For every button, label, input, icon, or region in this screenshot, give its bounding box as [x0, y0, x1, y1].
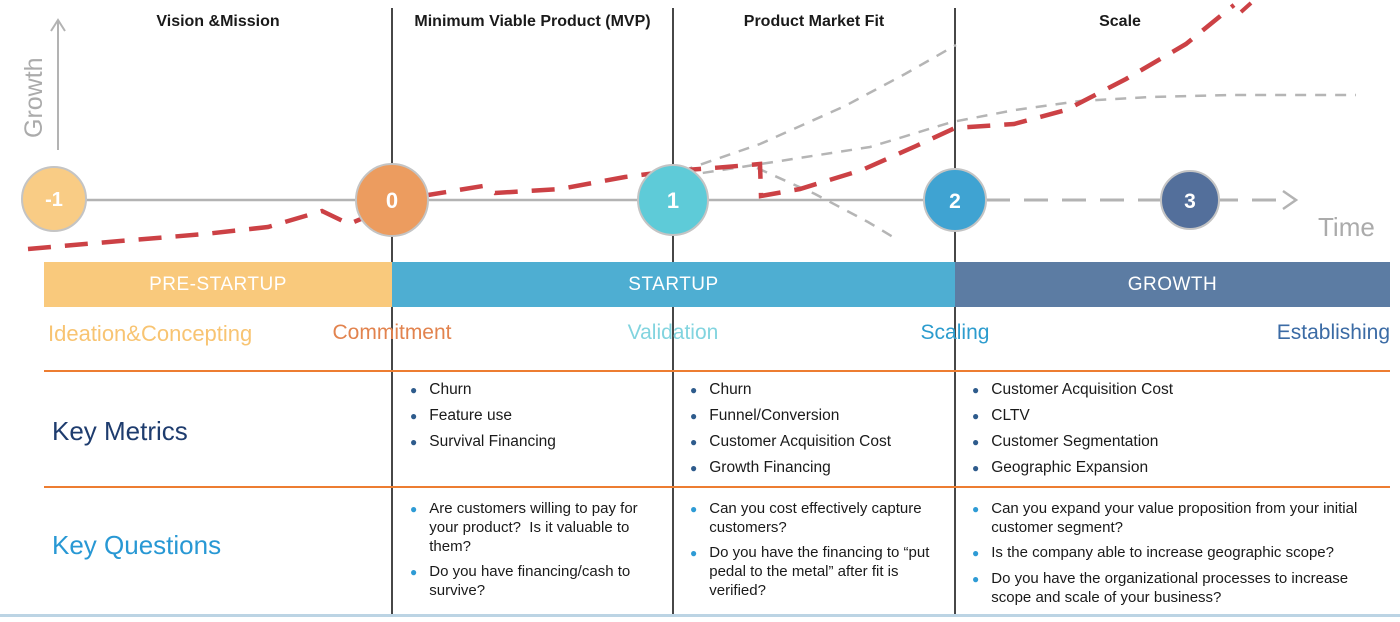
list-item: ● Growth Financing — [690, 455, 948, 481]
bullet-icon: ● — [410, 409, 418, 423]
questions-list-scale: ● Can you expand your value proposition f… — [972, 499, 1372, 613]
scenario-line-steep — [681, 43, 957, 173]
time-axis-arrow-icon — [1282, 189, 1299, 211]
milestone-0: 0 — [355, 163, 429, 237]
milestone-number: 0 — [386, 188, 398, 213]
growth-trajectory-tip — [1239, 1, 1253, 14]
list-item: ● Funnel/Conversion — [690, 403, 948, 429]
bullet-icon: ● — [410, 435, 418, 449]
phase-label-ideation: Ideation&Concepting — [48, 321, 253, 346]
list-item: ● Are customers willing to pay for your p… — [410, 500, 638, 555]
milestone-1: 1 — [637, 164, 709, 236]
list-item: ● Survival Financing — [410, 429, 660, 455]
section-divider-scale — [954, 8, 956, 614]
milestone-circle — [637, 164, 709, 236]
phase-label-establishing: Establishing — [1276, 321, 1390, 344]
stage-title-vision: Vision &Mission — [156, 13, 280, 30]
scenario-line-decline — [756, 166, 894, 239]
phase-label-validation: Validation — [627, 321, 719, 344]
list-item: ● Feature use — [410, 403, 660, 429]
milestone-minus1: -1 — [21, 166, 87, 232]
list-item: ● CLTV — [972, 403, 1382, 429]
list-item: ● Geographic Expansion — [972, 455, 1382, 481]
band-growth: GROWTH — [955, 262, 1390, 307]
milestone-circle — [1160, 170, 1220, 230]
list-item: ● Churn — [410, 377, 660, 403]
band-pre-startup: PRE-STARTUP — [44, 262, 392, 307]
bullet-icon: ● — [972, 502, 980, 516]
band-startup: STARTUP — [392, 262, 955, 307]
bullet-icon: ● — [690, 461, 698, 475]
bullet-icon: ● — [972, 409, 980, 423]
list-item: ● Do you have the financing to “put pedal… — [690, 544, 930, 599]
milestone-circle — [355, 163, 429, 237]
metrics-list-pmf: ● Churn ● Funnel/Conversion ● Customer Acqu… — [690, 377, 948, 481]
metrics-list-mvp: ● Churn ● Feature use ● Survival Financing — [410, 377, 660, 455]
bullet-icon: ● — [972, 546, 980, 560]
milestone-number: -1 — [45, 189, 63, 211]
bullet-icon: ● — [410, 565, 418, 579]
bullet-icon: ● — [690, 546, 698, 560]
stage-title-mvp: Minimum Viable Product (MVP) — [414, 13, 651, 30]
bullet-icon: ● — [690, 435, 698, 449]
milestone-number: 2 — [949, 190, 961, 213]
questions-list-mvp: ● Are customers willing to pay for your p… — [410, 499, 658, 606]
list-item: ● Churn — [690, 377, 948, 403]
list-item: ● Customer Acquisition Cost — [972, 377, 1382, 403]
growth-chart: Growth Time -1 0 1 2 3 — [20, 1, 1375, 252]
milestone-number: 3 — [1184, 190, 1196, 213]
list-item: ● Can you cost effectively capture custom… — [690, 500, 922, 536]
list-item: ● Can you expand your value proposition f… — [972, 500, 1358, 536]
bullet-icon: ● — [690, 383, 698, 397]
bullet-icon: ● — [690, 502, 698, 516]
metrics-top-rule — [44, 370, 1390, 372]
bullet-icon: ● — [972, 572, 980, 586]
scenario-line-plateau — [682, 93, 1356, 178]
list-item: ● Is the company able to increase geograp… — [972, 544, 1334, 561]
phase-label-commitment: Commitment — [332, 321, 452, 344]
list-item: ● Do you have financing/cash to survive? — [410, 563, 631, 599]
growth-axis-label: Growth — [20, 57, 48, 138]
stage-title-pmf: Product Market Fit — [743, 13, 885, 30]
stage-title-scale: Scale — [1099, 13, 1141, 30]
key-metrics-label: Key Metrics — [52, 416, 188, 446]
milestone-3: 3 — [1160, 170, 1220, 230]
growth-trajectory-line — [27, 3, 1236, 252]
bullet-icon: ● — [410, 383, 418, 397]
bullet-icon: ● — [972, 461, 980, 475]
milestone-number: 1 — [667, 188, 679, 213]
phase-label-scaling: Scaling — [920, 321, 990, 344]
list-item: ● Customer Acquisition Cost — [690, 429, 948, 455]
questions-top-rule — [44, 486, 1390, 488]
section-divider-pmf — [672, 8, 674, 614]
milestone-circle — [21, 166, 87, 232]
bullet-icon: ● — [972, 435, 980, 449]
metrics-list-scale: ● Customer Acquisition Cost ● CLTV ● Custom… — [972, 377, 1382, 481]
milestone-circle — [923, 168, 987, 232]
bottom-rule — [0, 614, 1400, 617]
questions-list-pmf: ● Can you cost effectively capture custom… — [690, 499, 930, 606]
bullet-icon: ● — [972, 383, 980, 397]
list-item: ● Do you have the organizational processe… — [972, 570, 1349, 606]
bullet-icon: ● — [690, 409, 698, 423]
list-item: ● Customer Segmentation — [972, 429, 1382, 455]
key-questions-label: Key Questions — [52, 530, 222, 560]
time-axis-label: Time — [1318, 212, 1375, 242]
section-divider-mvp — [391, 8, 393, 614]
milestone-2: 2 — [923, 168, 987, 232]
growth-axis-arrow-icon — [50, 18, 66, 32]
bullet-icon: ● — [410, 502, 418, 516]
